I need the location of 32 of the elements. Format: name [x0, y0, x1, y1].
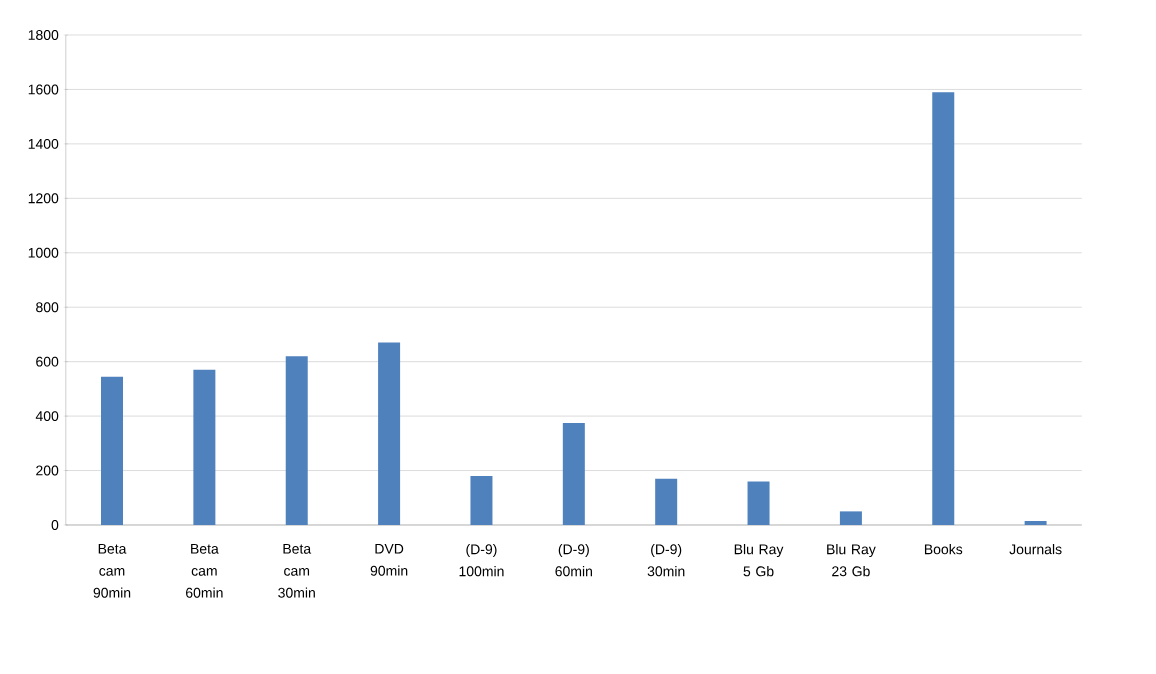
- bar: [285, 356, 308, 525]
- y-tick-label: 1000: [28, 247, 59, 258]
- y-tick-label: 800: [36, 302, 59, 313]
- y-tick-label: 1400: [28, 138, 59, 149]
- y-tick-label: 1200: [28, 193, 59, 204]
- x-tick-label: (D-9) 100min: [459, 543, 504, 577]
- x-tick-label: Blu Ray 23 Gb: [827, 543, 876, 577]
- x-tick-label: Books: [924, 543, 963, 555]
- bar: [470, 475, 493, 525]
- bar: [839, 511, 862, 525]
- bar: [932, 92, 955, 525]
- x-tick-label: Blu Ray 5 Gb: [734, 543, 784, 577]
- x-tick-label: (D-9) 60min: [555, 543, 592, 577]
- y-tick-label: 600: [36, 356, 59, 367]
- bar: [193, 369, 216, 525]
- x-tick-label: DVD 90min: [370, 543, 408, 576]
- x-tick-label: (D-9) 30min: [647, 543, 685, 577]
- x-tick-label: Journals: [1009, 543, 1062, 555]
- y-tick-label: 200: [36, 465, 59, 476]
- x-tick-label: Beta cam 60min: [186, 543, 223, 598]
- bar: [378, 342, 401, 525]
- bar: [562, 422, 585, 525]
- x-tick-label: Beta cam 30min: [278, 543, 315, 598]
- y-tick-label: 0: [51, 520, 59, 530]
- x-tick-label: Beta cam 90min: [93, 543, 131, 598]
- bar: [1024, 520, 1047, 525]
- bar: [747, 481, 770, 525]
- bar: [655, 478, 678, 525]
- y-tick-label: 1600: [28, 84, 59, 95]
- y-tick-label: 1800: [28, 30, 59, 40]
- y-tick-label: 400: [35, 411, 59, 422]
- bar: [101, 376, 124, 525]
